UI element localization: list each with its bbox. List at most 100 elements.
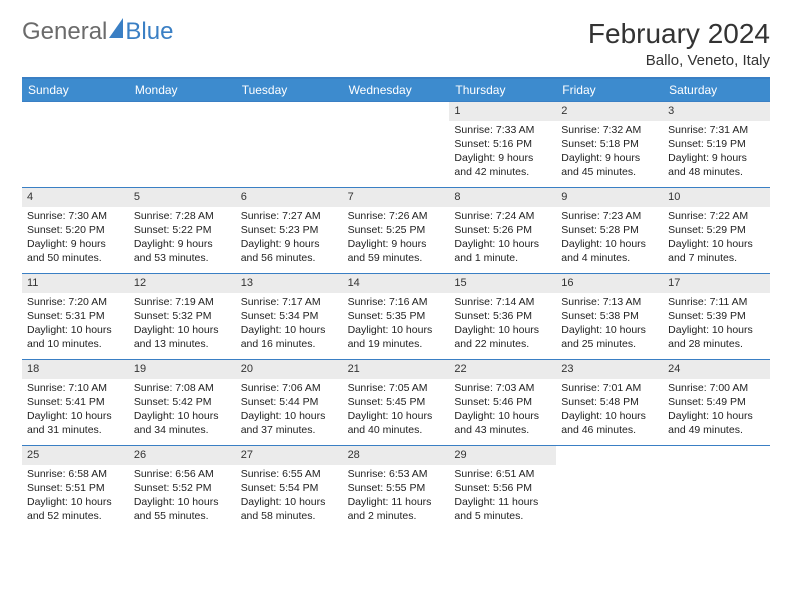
day-number: 17: [663, 274, 770, 293]
calendar-cell: 3Sunrise: 7:31 AMSunset: 5:19 PMDaylight…: [663, 101, 770, 187]
daylight1-text: Daylight: 10 hours: [348, 323, 445, 337]
day-number: 25: [22, 446, 129, 465]
cell-body: Sunrise: 7:30 AMSunset: 5:20 PMDaylight:…: [22, 207, 129, 270]
daylight2-text: and 55 minutes.: [134, 509, 231, 523]
cell-body: Sunrise: 7:13 AMSunset: 5:38 PMDaylight:…: [556, 293, 663, 356]
daylight1-text: Daylight: 10 hours: [454, 237, 551, 251]
day-number: 15: [449, 274, 556, 293]
daylight1-text: Daylight: 10 hours: [454, 323, 551, 337]
day-number: 12: [129, 274, 236, 293]
daylight1-text: Daylight: 10 hours: [668, 409, 765, 423]
calendar-cell-empty: [129, 101, 236, 187]
calendar-cell: 20Sunrise: 7:06 AMSunset: 5:44 PMDayligh…: [236, 359, 343, 445]
day-number: [556, 446, 663, 465]
sunset-text: Sunset: 5:28 PM: [561, 223, 658, 237]
cell-body: Sunrise: 7:00 AMSunset: 5:49 PMDaylight:…: [663, 379, 770, 442]
calendar-cell: 14Sunrise: 7:16 AMSunset: 5:35 PMDayligh…: [343, 273, 450, 359]
sunset-text: Sunset: 5:29 PM: [668, 223, 765, 237]
cell-body: Sunrise: 7:27 AMSunset: 5:23 PMDaylight:…: [236, 207, 343, 270]
calendar-cell: 25Sunrise: 6:58 AMSunset: 5:51 PMDayligh…: [22, 445, 129, 531]
month-title: February 2024: [588, 18, 770, 50]
cell-body: Sunrise: 6:56 AMSunset: 5:52 PMDaylight:…: [129, 465, 236, 528]
sunrise-text: Sunrise: 7:24 AM: [454, 209, 551, 223]
day-header: Sunday: [22, 79, 129, 101]
daylight1-text: Daylight: 10 hours: [241, 323, 338, 337]
calendar-cell: 11Sunrise: 7:20 AMSunset: 5:31 PMDayligh…: [22, 273, 129, 359]
calendar-cell: 4Sunrise: 7:30 AMSunset: 5:20 PMDaylight…: [22, 187, 129, 273]
day-number: 2: [556, 102, 663, 121]
cell-body: Sunrise: 7:14 AMSunset: 5:36 PMDaylight:…: [449, 293, 556, 356]
day-header: Tuesday: [236, 79, 343, 101]
daylight1-text: Daylight: 9 hours: [241, 237, 338, 251]
sunrise-text: Sunrise: 7:00 AM: [668, 381, 765, 395]
day-header: Friday: [556, 79, 663, 101]
daylight2-text: and 19 minutes.: [348, 337, 445, 351]
daylight1-text: Daylight: 9 hours: [27, 237, 124, 251]
daylight2-text: and 10 minutes.: [27, 337, 124, 351]
calendar-cell: 12Sunrise: 7:19 AMSunset: 5:32 PMDayligh…: [129, 273, 236, 359]
daylight1-text: Daylight: 10 hours: [241, 495, 338, 509]
daylight2-text: and 16 minutes.: [241, 337, 338, 351]
day-number: 20: [236, 360, 343, 379]
daylight2-text: and 2 minutes.: [348, 509, 445, 523]
day-number: 8: [449, 188, 556, 207]
day-number: [236, 102, 343, 121]
daylight1-text: Daylight: 9 hours: [134, 237, 231, 251]
cell-body: Sunrise: 7:01 AMSunset: 5:48 PMDaylight:…: [556, 379, 663, 442]
calendar-grid: SundayMondayTuesdayWednesdayThursdayFrid…: [22, 77, 770, 531]
cell-body: Sunrise: 7:33 AMSunset: 5:16 PMDaylight:…: [449, 121, 556, 184]
day-number: [22, 102, 129, 121]
calendar-cell: 6Sunrise: 7:27 AMSunset: 5:23 PMDaylight…: [236, 187, 343, 273]
sunrise-text: Sunrise: 7:27 AM: [241, 209, 338, 223]
daylight1-text: Daylight: 10 hours: [27, 495, 124, 509]
logo-text-blue: Blue: [125, 18, 173, 46]
day-number: 27: [236, 446, 343, 465]
day-header: Monday: [129, 79, 236, 101]
day-number: 28: [343, 446, 450, 465]
sunrise-text: Sunrise: 6:55 AM: [241, 467, 338, 481]
sunset-text: Sunset: 5:54 PM: [241, 481, 338, 495]
cell-body: Sunrise: 6:55 AMSunset: 5:54 PMDaylight:…: [236, 465, 343, 528]
daylight1-text: Daylight: 10 hours: [454, 409, 551, 423]
daylight2-text: and 50 minutes.: [27, 251, 124, 265]
calendar-cell: 28Sunrise: 6:53 AMSunset: 5:55 PMDayligh…: [343, 445, 450, 531]
daylight1-text: Daylight: 11 hours: [348, 495, 445, 509]
header: General Blue February 2024 Ballo, Veneto…: [22, 18, 770, 69]
cell-body: Sunrise: 7:23 AMSunset: 5:28 PMDaylight:…: [556, 207, 663, 270]
sunset-text: Sunset: 5:22 PM: [134, 223, 231, 237]
sunset-text: Sunset: 5:42 PM: [134, 395, 231, 409]
day-number: 9: [556, 188, 663, 207]
sunrise-text: Sunrise: 7:01 AM: [561, 381, 658, 395]
logo-triangle-icon: [109, 18, 123, 38]
daylight1-text: Daylight: 9 hours: [561, 151, 658, 165]
calendar-cell: 24Sunrise: 7:00 AMSunset: 5:49 PMDayligh…: [663, 359, 770, 445]
calendar-cell-empty: [556, 445, 663, 531]
cell-body: Sunrise: 7:17 AMSunset: 5:34 PMDaylight:…: [236, 293, 343, 356]
day-number: 10: [663, 188, 770, 207]
daylight2-text: and 5 minutes.: [454, 509, 551, 523]
day-number: 29: [449, 446, 556, 465]
sunset-text: Sunset: 5:35 PM: [348, 309, 445, 323]
sunrise-text: Sunrise: 6:56 AM: [134, 467, 231, 481]
title-block: February 2024 Ballo, Veneto, Italy: [588, 18, 770, 69]
cell-body: Sunrise: 7:10 AMSunset: 5:41 PMDaylight:…: [22, 379, 129, 442]
calendar-cell: 17Sunrise: 7:11 AMSunset: 5:39 PMDayligh…: [663, 273, 770, 359]
daylight2-text: and 43 minutes.: [454, 423, 551, 437]
daylight1-text: Daylight: 10 hours: [561, 323, 658, 337]
location-label: Ballo, Veneto, Italy: [588, 52, 770, 69]
calendar-cell: 18Sunrise: 7:10 AMSunset: 5:41 PMDayligh…: [22, 359, 129, 445]
cell-body: Sunrise: 6:58 AMSunset: 5:51 PMDaylight:…: [22, 465, 129, 528]
day-header: Wednesday: [343, 79, 450, 101]
daylight2-text: and 40 minutes.: [348, 423, 445, 437]
calendar-cell: 9Sunrise: 7:23 AMSunset: 5:28 PMDaylight…: [556, 187, 663, 273]
day-number: [663, 446, 770, 465]
sunset-text: Sunset: 5:19 PM: [668, 137, 765, 151]
cell-body: Sunrise: 7:11 AMSunset: 5:39 PMDaylight:…: [663, 293, 770, 356]
daylight1-text: Daylight: 10 hours: [134, 323, 231, 337]
sunrise-text: Sunrise: 7:20 AM: [27, 295, 124, 309]
calendar-cell: 21Sunrise: 7:05 AMSunset: 5:45 PMDayligh…: [343, 359, 450, 445]
day-number: 18: [22, 360, 129, 379]
calendar-cell: 10Sunrise: 7:22 AMSunset: 5:29 PMDayligh…: [663, 187, 770, 273]
sunset-text: Sunset: 5:46 PM: [454, 395, 551, 409]
sunrise-text: Sunrise: 7:08 AM: [134, 381, 231, 395]
